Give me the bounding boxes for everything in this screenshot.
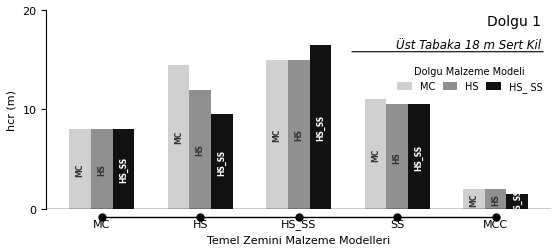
Text: HS_SS: HS_SS bbox=[217, 149, 227, 175]
Text: MC: MC bbox=[174, 131, 183, 144]
Bar bbox=[266, 60, 288, 209]
Y-axis label: hcr (m): hcr (m) bbox=[7, 89, 17, 130]
Text: HS_SS: HS_SS bbox=[414, 144, 424, 170]
Bar bbox=[113, 130, 134, 209]
Bar bbox=[91, 130, 113, 209]
Legend: MC, HS, HS_ SS: MC, HS, HS_ SS bbox=[393, 63, 546, 97]
Bar bbox=[168, 65, 189, 209]
Bar bbox=[507, 194, 528, 209]
Text: HS: HS bbox=[97, 164, 106, 175]
Text: MC: MC bbox=[469, 193, 478, 206]
Bar bbox=[463, 189, 485, 209]
Text: HS: HS bbox=[491, 193, 500, 205]
Bar bbox=[408, 105, 430, 209]
Text: Dolgu 1: Dolgu 1 bbox=[487, 15, 541, 29]
Text: HS_SS: HS_SS bbox=[119, 156, 128, 182]
Bar bbox=[69, 130, 91, 209]
Bar bbox=[386, 105, 408, 209]
Bar bbox=[310, 46, 331, 209]
Bar bbox=[189, 90, 211, 209]
Text: MC: MC bbox=[371, 148, 380, 161]
Text: HS_SS: HS_SS bbox=[513, 188, 522, 215]
X-axis label: Temel Zemini Malzeme Modelleri: Temel Zemini Malzeme Modelleri bbox=[207, 235, 391, 245]
Bar bbox=[365, 100, 386, 209]
Text: HS: HS bbox=[196, 144, 205, 155]
Text: MC: MC bbox=[76, 163, 85, 176]
Text: Üst Tabaka 18 m Sert Kil: Üst Tabaka 18 m Sert Kil bbox=[396, 39, 541, 52]
Bar bbox=[288, 60, 310, 209]
Bar bbox=[211, 115, 233, 209]
Text: HS: HS bbox=[393, 151, 402, 163]
Bar bbox=[485, 189, 507, 209]
Text: HS_SS: HS_SS bbox=[316, 114, 325, 140]
Text: MC: MC bbox=[272, 128, 282, 141]
Text: HS: HS bbox=[294, 129, 303, 141]
